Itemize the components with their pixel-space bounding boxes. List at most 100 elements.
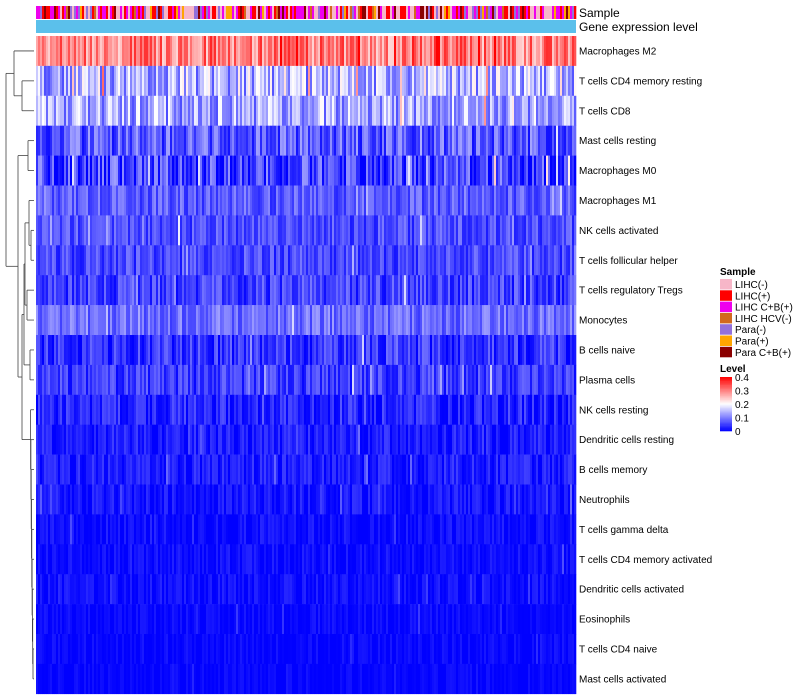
heatmap-cell	[364, 454, 367, 485]
heatmap-cell	[112, 424, 115, 455]
heatmap-cell	[372, 484, 375, 515]
heatmap-cell	[510, 125, 513, 156]
heatmap-cell	[448, 155, 451, 186]
heatmap-cell	[466, 454, 469, 485]
heatmap-cell	[334, 245, 337, 276]
sample-annotation-cell	[122, 6, 125, 19]
heatmap-cell	[454, 95, 457, 126]
heatmap-cell	[168, 424, 171, 455]
heatmap-cell	[408, 95, 411, 126]
heatmap-cell	[54, 36, 57, 67]
heatmap-cell	[388, 335, 391, 366]
heatmap-cell	[224, 36, 227, 67]
heatmap-cell	[40, 484, 43, 515]
heatmap-cell	[382, 36, 385, 67]
heatmap-cell	[380, 424, 383, 455]
heatmap-cell	[166, 36, 169, 67]
heatmap-cell	[304, 65, 307, 97]
heatmap-cell	[68, 364, 71, 396]
heatmap-cell	[108, 305, 111, 336]
heatmap-cell	[350, 484, 353, 515]
heatmap-cell	[254, 544, 257, 575]
heatmap-cell	[310, 335, 313, 366]
heatmap-cell	[274, 544, 277, 575]
heatmap-cell	[162, 364, 165, 396]
heatmap-cell	[254, 95, 257, 126]
heatmap-cell	[192, 185, 195, 216]
heatmap-cell	[512, 335, 515, 366]
heatmap-cell	[458, 155, 461, 186]
heatmap-cell	[454, 484, 457, 515]
heatmap-cell	[482, 305, 485, 336]
heatmap-cell	[514, 65, 517, 97]
heatmap-cell	[102, 65, 105, 97]
heatmap-cell	[64, 424, 67, 455]
heatmap-cell	[362, 275, 365, 306]
heatmap-cell	[464, 484, 467, 515]
heatmap-cell	[172, 155, 175, 186]
heatmap-cell	[480, 125, 483, 156]
heatmap-cell	[154, 245, 157, 276]
heatmap-cell	[296, 245, 299, 276]
heatmap-cell	[556, 335, 559, 366]
heatmap-cell	[92, 484, 95, 515]
heatmap-cell	[572, 484, 575, 515]
heatmap-cell	[164, 454, 167, 485]
heatmap-cell	[514, 364, 517, 396]
heatmap-cell	[314, 424, 317, 455]
heatmap-cell	[390, 95, 393, 126]
heatmap-cell	[134, 544, 137, 575]
heatmap-cell	[84, 424, 87, 455]
heatmap-cell	[144, 335, 147, 366]
heatmap-cell	[526, 275, 529, 306]
heatmap-cell	[270, 364, 273, 396]
sample-annotation-cell	[112, 6, 115, 19]
sample-annotation-cell	[418, 6, 421, 19]
heatmap-cell	[254, 514, 257, 545]
heatmap-cell	[36, 275, 39, 306]
heatmap-cell	[472, 275, 475, 306]
heatmap-cell	[66, 364, 69, 396]
heatmap-cell	[378, 185, 381, 216]
heatmap-cell	[74, 95, 77, 126]
heatmap-cell	[450, 215, 453, 246]
heatmap-cell	[40, 305, 43, 336]
heatmap-cell	[574, 484, 577, 515]
heatmap-cell	[462, 215, 465, 246]
heatmap-cell	[504, 364, 507, 396]
heatmap-cell	[224, 305, 227, 336]
heatmap-cell	[244, 305, 247, 336]
heatmap-cell	[72, 155, 75, 186]
heatmap-cell	[36, 305, 39, 336]
heatmap-cell	[548, 65, 551, 97]
heatmap-cell	[466, 335, 469, 366]
heatmap-cell	[536, 65, 539, 97]
heatmap-cell	[564, 335, 567, 366]
heatmap-cell	[376, 394, 379, 425]
sample-annotation-cell	[78, 6, 81, 19]
heatmap-cell	[342, 424, 345, 455]
heatmap-cell	[482, 454, 485, 485]
heatmap-cell	[442, 454, 445, 485]
heatmap-cell	[530, 125, 533, 156]
heatmap-cell	[160, 305, 163, 336]
heatmap-cell	[440, 245, 443, 276]
heatmap-cell	[346, 95, 349, 126]
heatmap-cell	[260, 514, 263, 545]
heatmap-cell	[386, 364, 389, 396]
heatmap-cell	[494, 36, 497, 67]
heatmap-cell	[478, 364, 481, 396]
heatmap-cell	[72, 514, 75, 545]
sample-annotation-cell	[146, 6, 149, 19]
heatmap-cell	[356, 125, 359, 156]
heatmap-cell	[462, 454, 465, 485]
heatmap-cell	[434, 245, 437, 276]
heatmap-cell	[126, 544, 129, 575]
heatmap-cell	[156, 125, 159, 156]
heatmap-cell	[558, 95, 561, 126]
heatmap-cell	[90, 335, 93, 366]
heatmap-cell	[302, 394, 305, 425]
heatmap-cell	[170, 305, 173, 336]
heatmap-cell	[392, 36, 395, 67]
heatmap-cell	[420, 394, 423, 425]
